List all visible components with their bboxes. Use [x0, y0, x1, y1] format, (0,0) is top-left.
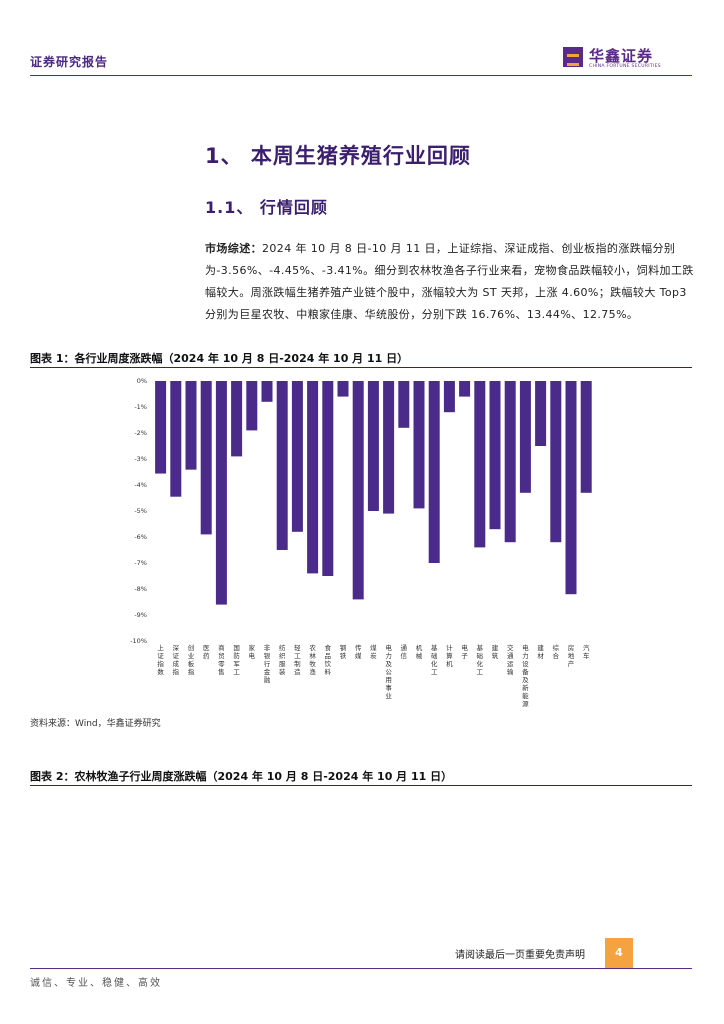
bar [185, 381, 197, 470]
y-tick-label: -6% [134, 533, 147, 541]
bar [337, 381, 349, 397]
category-label: 非银行金融 [264, 643, 271, 684]
category-label: 交通运输 [507, 643, 514, 676]
bar [246, 381, 258, 431]
category-label: 煤炭 [370, 643, 377, 660]
figure2-title: 图表 2：农林牧渔子行业周度涨跌幅（2024 年 10 月 8 日-2024 年… [30, 770, 453, 783]
category-label: 计算机 [446, 643, 453, 668]
company-motto: 诚信、专业、稳健、高效 [30, 978, 162, 989]
bar [565, 381, 577, 595]
bar [398, 381, 410, 428]
category-label: 家电 [249, 643, 256, 660]
category-label: 上证指数 [157, 643, 164, 676]
section-heading: 1、 本周生猪养殖行业回顾 [205, 144, 471, 168]
figure1-title: 图表 1：各行业周度涨跌幅（2024 年 10 月 8 日-2024 年 10 … [30, 352, 409, 365]
market-summary-paragraph: 市场综述：2024 年 10 月 8 日-10 月 11 日，上证综指、深证成指… [205, 238, 695, 326]
y-tick-label: -1% [134, 403, 147, 411]
category-label: 传媒 [355, 643, 362, 660]
figure1-source: 资料来源：Wind，华鑫证券研究 [30, 719, 161, 729]
bar [170, 381, 182, 497]
category-label: 医药 [203, 644, 210, 660]
bar [443, 381, 455, 413]
category-label: 基础化工 [477, 643, 484, 676]
y-tick-label: -3% [134, 455, 147, 463]
company-logo: 华鑫证券 CHINA FORTUNE SECURITIES [563, 45, 693, 73]
category-label: 国防军工 [233, 644, 240, 676]
bar [413, 381, 425, 509]
summary-lead: 市场综述： [205, 242, 262, 255]
category-label: 创业板指 [188, 643, 195, 676]
category-label: 机械 [416, 643, 423, 660]
bar [322, 381, 334, 576]
bar [535, 381, 547, 446]
bar [200, 381, 212, 535]
bar [307, 381, 319, 574]
bar [519, 381, 531, 493]
bar [459, 381, 471, 397]
category-label: 房地产 [568, 643, 575, 668]
category-label: 深证成指 [173, 643, 180, 676]
category-label: 建材 [537, 643, 544, 660]
y-tick-label: -2% [134, 429, 147, 437]
y-tick-label: -4% [134, 481, 147, 489]
summary-body: 2024 年 10 月 8 日-10 月 11 日，上证综指、深证成指、创业板指… [205, 242, 694, 321]
bar [383, 381, 395, 514]
bar [352, 381, 364, 600]
bar [474, 381, 486, 548]
bar [155, 381, 167, 474]
disclaimer-note: 请阅读最后一页重要免责声明 [455, 950, 585, 961]
figure1-divider [30, 367, 692, 368]
category-label: 综合 [553, 643, 560, 660]
y-tick-label: -7% [134, 559, 147, 567]
bar [291, 381, 303, 532]
y-tick-label: -5% [134, 507, 147, 515]
bar [367, 381, 379, 511]
category-label: 通信 [401, 643, 408, 660]
category-label: 电力设备及新能源 [522, 643, 529, 708]
bar [550, 381, 562, 543]
category-label: 电力及公用事业 [385, 643, 392, 700]
bar [261, 381, 273, 402]
page-number: 4 [605, 938, 633, 968]
category-label: 电子 [461, 643, 468, 660]
category-label: 汽车 [583, 643, 590, 660]
y-tick-label: -9% [134, 611, 147, 619]
category-label: 基础化工 [431, 643, 438, 676]
bar [580, 381, 592, 493]
report-type-label: 证券研究报告 [30, 55, 109, 69]
industry-weekly-change-chart: 0% -1% -2% -3% -4% -5% -6% -7% -8% -9% -10% 上证指数 深证成… [130, 377, 592, 708]
footer-divider [30, 968, 692, 969]
logo-name: 华鑫证券 [589, 47, 654, 65]
category-label: 农林牧渔 [309, 643, 316, 676]
category-label: 建筑 [492, 643, 499, 660]
bar [504, 381, 516, 543]
figure2-divider [30, 785, 692, 786]
bar [276, 381, 288, 550]
category-label: 轻工制造 [294, 643, 301, 676]
y-tick-label: -10% [130, 637, 147, 645]
bar [489, 381, 501, 530]
category-label: 纺织服装 [279, 643, 286, 676]
subsection-heading: 1.1、 行情回顾 [205, 198, 328, 217]
bar [428, 381, 440, 563]
bar [215, 381, 227, 605]
category-label: 食品饮料 [325, 643, 332, 676]
bar [231, 381, 243, 457]
category-label: 钢铁 [340, 644, 347, 660]
y-tick-label: -8% [134, 585, 147, 593]
logo-mark-icon [563, 47, 583, 67]
header-divider [30, 75, 692, 76]
y-tick-label: 0% [137, 377, 147, 385]
logo-english-name: CHINA FORTUNE SECURITIES [589, 64, 661, 69]
category-label: 商贸零售 [218, 643, 225, 676]
